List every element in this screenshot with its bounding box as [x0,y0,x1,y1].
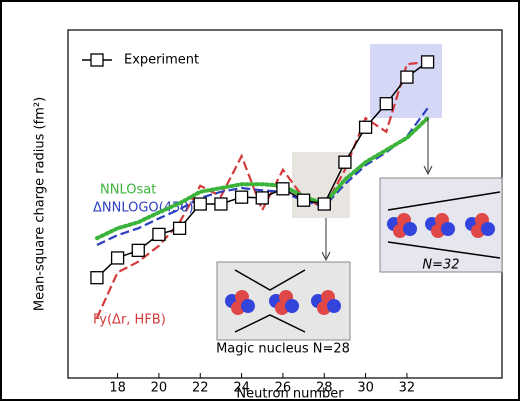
series-label: NNLOsat [100,183,156,198]
x-axis-label: Neutron number [236,387,344,401]
annotation: N=32 [422,258,459,273]
x-tick-label: 26 [275,381,292,396]
marker [172,221,187,235]
nuclei [387,213,495,238]
marker [400,70,414,84]
x-tick-label: 20 [151,381,168,396]
inset-32: N=32 [379,177,503,273]
marker [90,271,104,285]
nucleon [403,222,417,236]
nucleon [241,299,255,313]
x-tick-label: 30 [357,381,374,396]
nucleon [441,222,455,236]
marker [420,55,435,69]
annotation: Magic nucleus N=28 [216,342,350,357]
levels [387,191,501,259]
marker [255,191,269,205]
x-tick-label: 32 [399,381,416,396]
marker [358,120,373,134]
marker [276,182,290,196]
inset-28: Magic nucleus N=28 [216,261,351,357]
series-label: Fy(Δr, HFB) [93,313,166,328]
x-tick-label: 28 [316,381,333,396]
plot: Fy(Δr, HFB) ΔNNLOGO(450) NNLOsat [90,55,435,328]
legend-label: Experiment [124,53,199,68]
marker [379,97,393,111]
y-axis-label: Mean-square charge radius (fm²) [33,97,48,311]
marker [214,197,228,211]
nuclei [225,290,341,315]
marker [131,243,145,257]
series-line [94,116,430,241]
series-label: ΔNNLOGO(450) [93,201,194,216]
marker [317,197,331,211]
marker [338,155,352,169]
legend-marker [90,53,104,67]
levels [234,269,306,333]
nucleon [481,222,495,236]
arrow-head [321,251,331,262]
arrow-head [423,165,433,176]
series-line [95,60,428,319]
series-line [96,107,429,247]
x-tick-label: 22 [192,381,209,396]
nucleon [285,299,299,313]
marker [234,190,249,204]
x-tick-label: 24 [233,381,250,396]
nucleon [327,299,341,313]
marker [110,251,125,265]
marker [296,193,311,207]
marker [193,197,207,211]
x-tick-label: 18 [109,381,126,396]
marker [152,227,166,242]
